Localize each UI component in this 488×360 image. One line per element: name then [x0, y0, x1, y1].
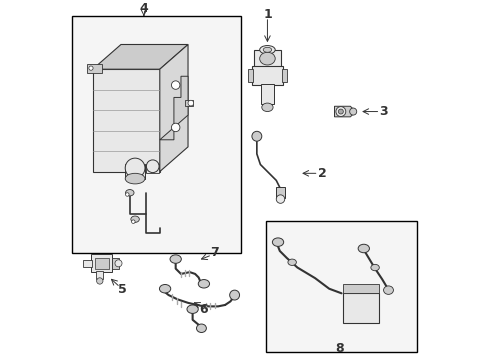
Bar	[184, 100, 193, 106]
Text: 2: 2	[317, 167, 326, 180]
Ellipse shape	[261, 103, 272, 112]
Ellipse shape	[338, 109, 343, 114]
Ellipse shape	[272, 238, 283, 246]
Polygon shape	[160, 45, 188, 172]
Bar	[281, 69, 286, 82]
Bar	[265, 221, 417, 352]
Text: 1: 1	[263, 8, 271, 21]
Ellipse shape	[131, 216, 139, 222]
Ellipse shape	[263, 47, 271, 52]
Bar	[146, 165, 159, 173]
Bar	[125, 165, 144, 179]
Bar	[96, 271, 103, 279]
Ellipse shape	[370, 264, 379, 271]
Ellipse shape	[383, 286, 393, 294]
Bar	[112, 258, 118, 269]
Ellipse shape	[349, 108, 356, 115]
Polygon shape	[334, 106, 355, 117]
Polygon shape	[93, 69, 160, 172]
Bar	[87, 64, 102, 73]
Ellipse shape	[188, 100, 193, 106]
Ellipse shape	[125, 190, 134, 196]
Ellipse shape	[97, 278, 103, 284]
Bar	[343, 284, 378, 293]
Ellipse shape	[229, 290, 239, 300]
Ellipse shape	[357, 244, 369, 253]
Ellipse shape	[131, 220, 135, 224]
Ellipse shape	[186, 305, 198, 314]
Ellipse shape	[125, 158, 144, 178]
Ellipse shape	[335, 107, 345, 117]
Polygon shape	[160, 76, 188, 140]
Bar	[343, 293, 378, 323]
Text: 4: 4	[139, 2, 148, 15]
Ellipse shape	[251, 131, 261, 141]
Text: 3: 3	[379, 105, 387, 118]
Ellipse shape	[171, 81, 180, 89]
Bar	[94, 258, 108, 269]
Bar	[276, 187, 285, 198]
Bar	[82, 261, 91, 267]
Ellipse shape	[170, 255, 181, 263]
Bar	[251, 66, 283, 85]
Bar	[261, 84, 273, 104]
Ellipse shape	[259, 52, 275, 65]
Bar	[247, 69, 253, 82]
Bar	[253, 50, 280, 67]
Ellipse shape	[159, 284, 170, 293]
Ellipse shape	[115, 260, 122, 267]
Polygon shape	[93, 45, 188, 69]
Ellipse shape	[171, 123, 180, 132]
Ellipse shape	[125, 173, 144, 184]
Text: 6: 6	[199, 303, 208, 316]
Ellipse shape	[198, 280, 209, 288]
Ellipse shape	[276, 195, 284, 203]
Ellipse shape	[125, 193, 129, 196]
Bar	[91, 255, 112, 272]
Ellipse shape	[259, 46, 275, 54]
Text: 7: 7	[210, 246, 219, 259]
Ellipse shape	[287, 259, 296, 265]
Ellipse shape	[196, 324, 206, 333]
Bar	[71, 16, 241, 253]
Text: 8: 8	[335, 342, 344, 355]
Text: 5: 5	[118, 283, 127, 296]
Ellipse shape	[89, 66, 93, 70]
Ellipse shape	[146, 160, 159, 172]
